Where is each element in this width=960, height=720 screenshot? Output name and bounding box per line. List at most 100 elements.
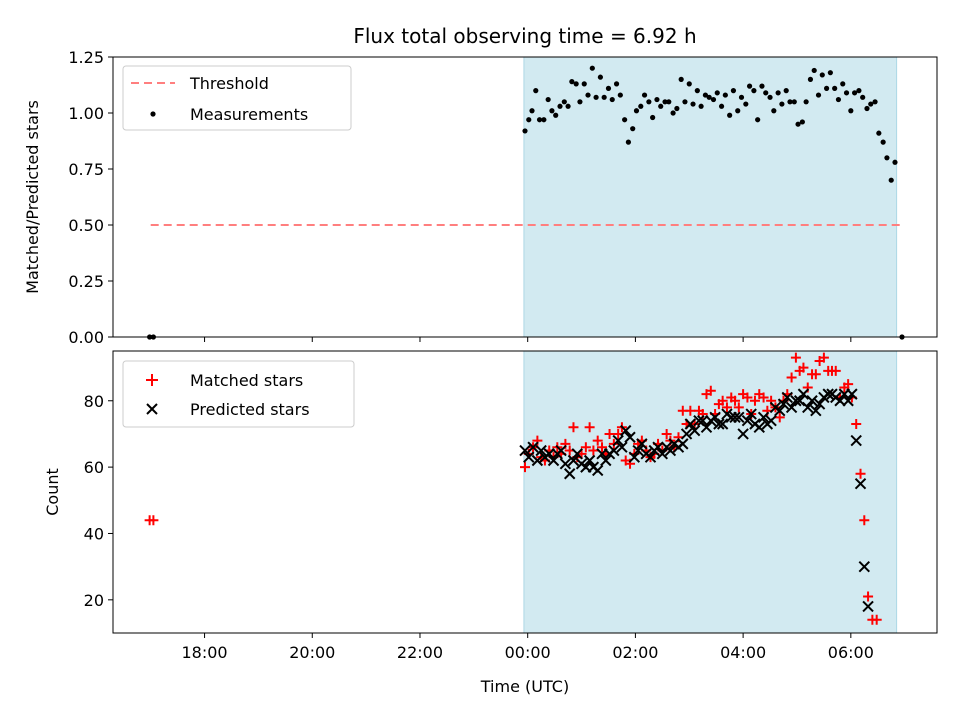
measurement-point — [852, 90, 858, 96]
measurement-point — [541, 117, 547, 123]
matched-star-marker — [790, 352, 801, 363]
measurement-point — [605, 85, 612, 91]
measurement-point — [710, 96, 717, 103]
measurement-point — [783, 88, 789, 94]
measurement-point — [638, 103, 644, 109]
matched-star-marker — [604, 428, 615, 439]
measurement-point — [771, 108, 777, 114]
predicted-star-marker — [608, 444, 620, 457]
measurement-point — [860, 94, 866, 100]
predicted-star-marker — [535, 444, 547, 457]
predicted-star-marker — [753, 421, 765, 434]
predicted-star-marker — [716, 418, 729, 430]
measurement-point — [625, 139, 632, 145]
predicted-star-marker — [813, 398, 826, 410]
predicted-star-marker — [765, 414, 777, 427]
predicted-star-marker — [793, 395, 806, 407]
measurement-point — [775, 90, 781, 96]
matched-star-marker — [717, 395, 728, 406]
measurement-point — [682, 99, 688, 105]
measurement-point — [622, 117, 628, 123]
measurement-point — [815, 92, 822, 98]
measurement-point — [884, 155, 890, 161]
measurement-point — [658, 103, 664, 109]
predicted-star-marker — [616, 441, 628, 453]
matched-star-marker — [733, 402, 744, 413]
measurement-point — [755, 117, 761, 123]
predicted-star-marker — [797, 388, 810, 400]
predicted-star-marker — [624, 431, 636, 443]
measurement-point — [526, 117, 532, 123]
predicted-star-marker — [583, 454, 596, 467]
matched-star-marker — [520, 462, 530, 473]
measurement-point — [763, 90, 769, 96]
measurement-point — [650, 114, 656, 121]
count-panel-ytick-label-2: 60 — [84, 458, 104, 477]
measurement-point — [633, 108, 640, 114]
predicted-star-marker — [684, 418, 697, 430]
legend-predicted-swatch — [146, 403, 158, 415]
measurement-point — [698, 103, 704, 109]
matched-star-marker — [742, 392, 753, 403]
measurement-point — [529, 108, 535, 114]
measurement-point — [835, 96, 842, 103]
measurement-point — [787, 99, 793, 105]
ratio-panel-ytick-label-5: 1.25 — [68, 48, 104, 67]
measurement-point — [738, 94, 745, 100]
predicted-star-marker — [842, 395, 854, 407]
measurement-point — [549, 108, 555, 114]
ratio-panel-ytick-label-2: 0.50 — [68, 216, 104, 235]
predicted-star-marker — [652, 441, 664, 453]
count-panel-xtick-label-5: 04:00 — [720, 643, 766, 662]
measurement-point — [832, 85, 838, 91]
predicted-star-marker — [745, 408, 757, 420]
matched-star-marker — [871, 614, 882, 625]
legend-threshold-label: Threshold — [189, 74, 269, 93]
count-panel-xlabel: Time (UTC) — [480, 677, 569, 696]
count-panel-ytick-label-1: 40 — [84, 524, 104, 543]
predicted-star-marker — [531, 454, 544, 467]
matched-star-marker — [721, 402, 732, 413]
measurement-point — [646, 99, 652, 105]
predicted-star-marker — [677, 438, 689, 450]
count-panel-xtick-label-3: 00:00 — [505, 643, 551, 662]
count-panel-xtick-label-1: 20:00 — [289, 643, 335, 662]
measurement-point — [807, 76, 814, 82]
count-panel-xtick-label-0: 18:00 — [182, 643, 228, 662]
measurement-point — [843, 90, 850, 96]
predicted-star-marker — [846, 388, 858, 400]
measurement-point — [730, 88, 737, 94]
measurement-point — [666, 99, 672, 105]
measurement-point — [593, 94, 599, 100]
measurement-point — [743, 101, 749, 107]
predicted-star-marker — [632, 444, 644, 457]
measurement-point — [722, 92, 728, 98]
measurement-point — [686, 81, 692, 87]
matched-star-marker — [580, 442, 591, 453]
predicted-star-marker — [519, 444, 531, 457]
measurement-point — [759, 83, 765, 89]
measurement-point — [561, 99, 567, 105]
predicted-star-marker — [600, 454, 612, 467]
measurement-point — [670, 110, 676, 116]
measurement-point — [674, 105, 680, 112]
ratio-panel-ytick-label-0: 0.00 — [68, 328, 104, 347]
matched-star-marker — [730, 395, 741, 406]
measurement-point — [827, 70, 833, 76]
matched-star-marker — [798, 362, 809, 373]
measurement-point — [714, 90, 720, 96]
measurement-point — [609, 96, 615, 103]
count-panel-ytick-labels: 20 40 60 80 — [84, 392, 104, 610]
measurement-point — [803, 99, 809, 105]
measurement-point — [811, 67, 817, 74]
predicted-star-marker — [850, 434, 862, 447]
matched-star-marker — [855, 468, 866, 479]
measurement-point — [746, 83, 753, 89]
matched-star-marker — [830, 365, 841, 376]
predicted-star-marker — [757, 411, 770, 424]
measurement-point — [735, 108, 741, 114]
predicted-star-marker — [810, 405, 822, 417]
legend-matched-swatch — [146, 374, 158, 386]
matched-star-marker — [584, 422, 595, 433]
count-panel-legend: Matched stars Predicted stars — [122, 360, 355, 428]
